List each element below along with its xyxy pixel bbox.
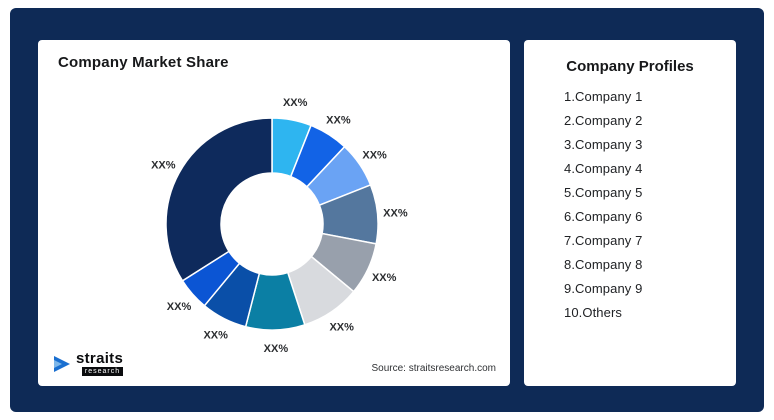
company-profiles-list: 1.Company 1 2.Company 2 3.Company 3 4.Co… (524, 89, 736, 320)
list-item: 3.Company 3 (564, 137, 643, 152)
slice-label: XX% (167, 301, 192, 313)
slice-label: XX% (264, 343, 289, 355)
list-item: 4.Company 4 (564, 161, 643, 176)
slice-label: XX% (372, 272, 397, 284)
list-item: 2.Company 2 (564, 113, 643, 128)
donut-chart: XX% XX% XX% XX% XX% XX% XX% XX% XX% XX% (151, 97, 408, 355)
slice-label: XX% (326, 114, 351, 126)
logo-brand-text: straits (76, 350, 124, 367)
donut-slice-10 (165, 117, 273, 282)
list-item: 6.Company 6 (564, 209, 643, 224)
straits-research-logo: straits research (54, 350, 124, 376)
list-item: 8.Company 8 (564, 257, 643, 272)
slice-label: XX% (362, 149, 387, 161)
source-attribution: Source: straitsresearch.com (371, 363, 497, 374)
slice-label: XX% (151, 159, 176, 171)
list-item: 1.Company 1 (564, 89, 643, 104)
list-item: 9.Company 9 (564, 281, 643, 296)
slice-label: XX% (203, 330, 228, 342)
company-profiles-panel: Company Profiles 1.Company 1 2.Company 2… (524, 40, 736, 386)
list-item: 7.Company 7 (564, 233, 643, 248)
chart-title: Company Market Share (58, 54, 229, 71)
list-item: 10.Others (564, 305, 622, 320)
market-share-chart-panel: Company Market Share XX% XX% XX% XX% XX% XX% X… (38, 40, 510, 386)
slice-label: XX% (283, 97, 308, 109)
slice-label: XX% (329, 322, 354, 334)
slice-label: XX% (383, 207, 408, 219)
logo-text: straits research (76, 350, 124, 376)
straits-logo-icon (54, 355, 70, 372)
profiles-title: Company Profiles (566, 58, 694, 75)
list-item: 5.Company 5 (564, 185, 643, 200)
logo-sub-text: research (81, 367, 124, 376)
report-frame: Company Market Share XX% XX% XX% XX% XX% XX% X… (10, 8, 764, 412)
